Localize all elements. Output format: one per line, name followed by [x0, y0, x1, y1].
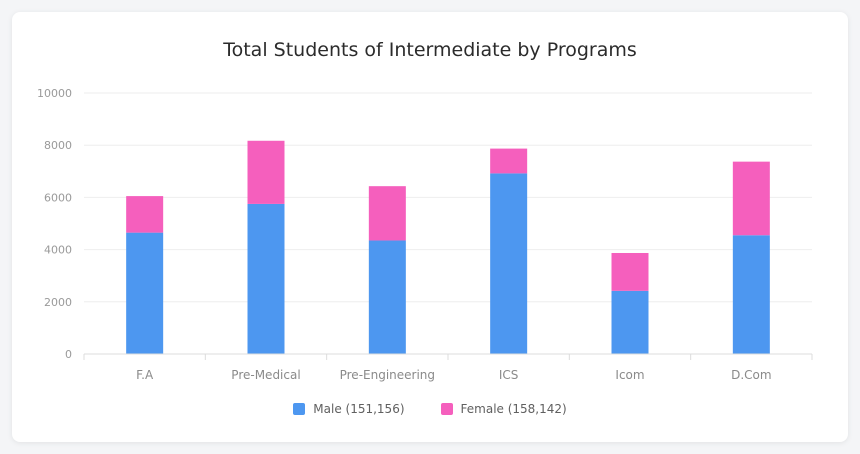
bars	[126, 140, 770, 354]
legend-swatch-male	[293, 403, 306, 415]
legend-label-male: Male (151,156)	[313, 402, 405, 416]
x-category-label: Pre-Medical	[231, 368, 300, 382]
chart-card: Total Students of Intermediate by Progra…	[12, 12, 848, 442]
y-axis-ticks: 0 2000 4000 6000 8000 10000	[37, 87, 72, 361]
bar-male	[368, 240, 406, 354]
x-category-label: Pre-Engineering	[340, 368, 435, 382]
y-tick-label: 10000	[37, 87, 72, 100]
y-tick-label: 4000	[44, 244, 72, 257]
legend-item-male[interactable]: Male (151,156)	[293, 402, 405, 416]
y-tick-label: 8000	[44, 139, 72, 152]
bar-male	[126, 232, 164, 354]
bar-female	[611, 252, 649, 291]
bar-male	[490, 173, 528, 354]
y-tick-label: 0	[65, 348, 72, 361]
x-category-label: Icom	[615, 368, 644, 382]
x-axis: F.A Pre-Medical Pre-Engineering ICS Icom D.Co…	[83, 353, 813, 382]
legend-label-female: Female (158,142)	[460, 402, 567, 416]
y-tick-label: 6000	[44, 191, 72, 204]
x-category-label: D.Com	[731, 368, 771, 382]
y-tick-label: 2000	[44, 296, 72, 309]
bar-female	[368, 186, 406, 241]
legend-item-female[interactable]: Female (158,142)	[440, 402, 567, 416]
legend-swatch-female	[440, 403, 453, 415]
bar-male	[611, 290, 649, 354]
x-category-label: F.A	[136, 368, 154, 382]
bar-chart: 0 2000 4000 6000 8000 10000 F.A Pre-Medical Pre…	[37, 87, 813, 382]
bar-male	[247, 203, 285, 354]
grid-lines	[84, 92, 812, 303]
bar-female	[732, 161, 770, 236]
x-category-label: ICS	[499, 368, 519, 382]
bar-female	[247, 140, 285, 204]
bar-female	[490, 148, 528, 174]
bar-female	[126, 196, 164, 233]
legend: Male (151,156) Female (158,142)	[12, 402, 848, 416]
bar-male	[732, 235, 770, 354]
chart-title: Total Students of Intermediate by Progra…	[223, 39, 637, 61]
